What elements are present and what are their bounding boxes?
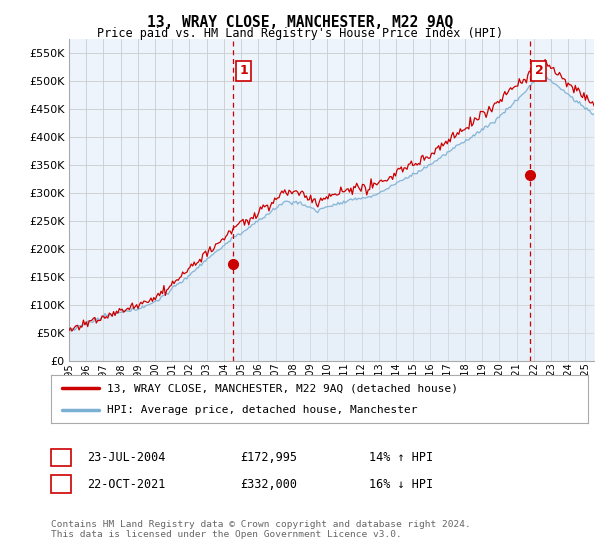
Text: 1: 1 [58, 451, 65, 464]
Text: 14% ↑ HPI: 14% ↑ HPI [369, 451, 433, 464]
Text: 13, WRAY CLOSE, MANCHESTER, M22 9AQ: 13, WRAY CLOSE, MANCHESTER, M22 9AQ [147, 15, 453, 30]
Text: 2: 2 [58, 478, 65, 491]
Text: HPI: Average price, detached house, Manchester: HPI: Average price, detached house, Manc… [107, 405, 418, 415]
Text: 13, WRAY CLOSE, MANCHESTER, M22 9AQ (detached house): 13, WRAY CLOSE, MANCHESTER, M22 9AQ (det… [107, 383, 458, 393]
Text: £332,000: £332,000 [240, 478, 297, 491]
Text: Price paid vs. HM Land Registry's House Price Index (HPI): Price paid vs. HM Land Registry's House … [97, 27, 503, 40]
Text: 23-JUL-2004: 23-JUL-2004 [87, 451, 166, 464]
Text: 1: 1 [239, 64, 248, 77]
Text: Contains HM Land Registry data © Crown copyright and database right 2024.
This d: Contains HM Land Registry data © Crown c… [51, 520, 471, 539]
Text: £172,995: £172,995 [240, 451, 297, 464]
Text: 2: 2 [535, 64, 544, 77]
Text: 22-OCT-2021: 22-OCT-2021 [87, 478, 166, 491]
Text: 16% ↓ HPI: 16% ↓ HPI [369, 478, 433, 491]
